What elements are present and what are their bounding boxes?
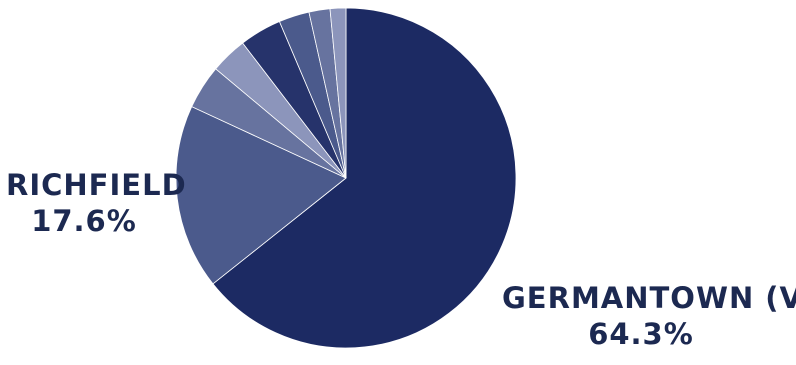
pie-slice-richfield (175, 106, 347, 285)
slice-label-germantown: GERMANTOWN (V) (502, 281, 796, 315)
pie-slices (175, 7, 517, 349)
callout-richfield: RICHFIELD 17.6% (6, 167, 187, 240)
pie-slice-unlabeled-7 (329, 7, 347, 179)
slice-value-richfield: 17.6% (31, 204, 137, 239)
callout-germantown: GERMANTOWN (V) 64.3% (502, 280, 796, 353)
pie-slice-germantown-v (212, 7, 517, 349)
slice-value-germantown: 64.3% (588, 317, 694, 352)
slice-label-richfield: RICHFIELD (6, 168, 187, 202)
